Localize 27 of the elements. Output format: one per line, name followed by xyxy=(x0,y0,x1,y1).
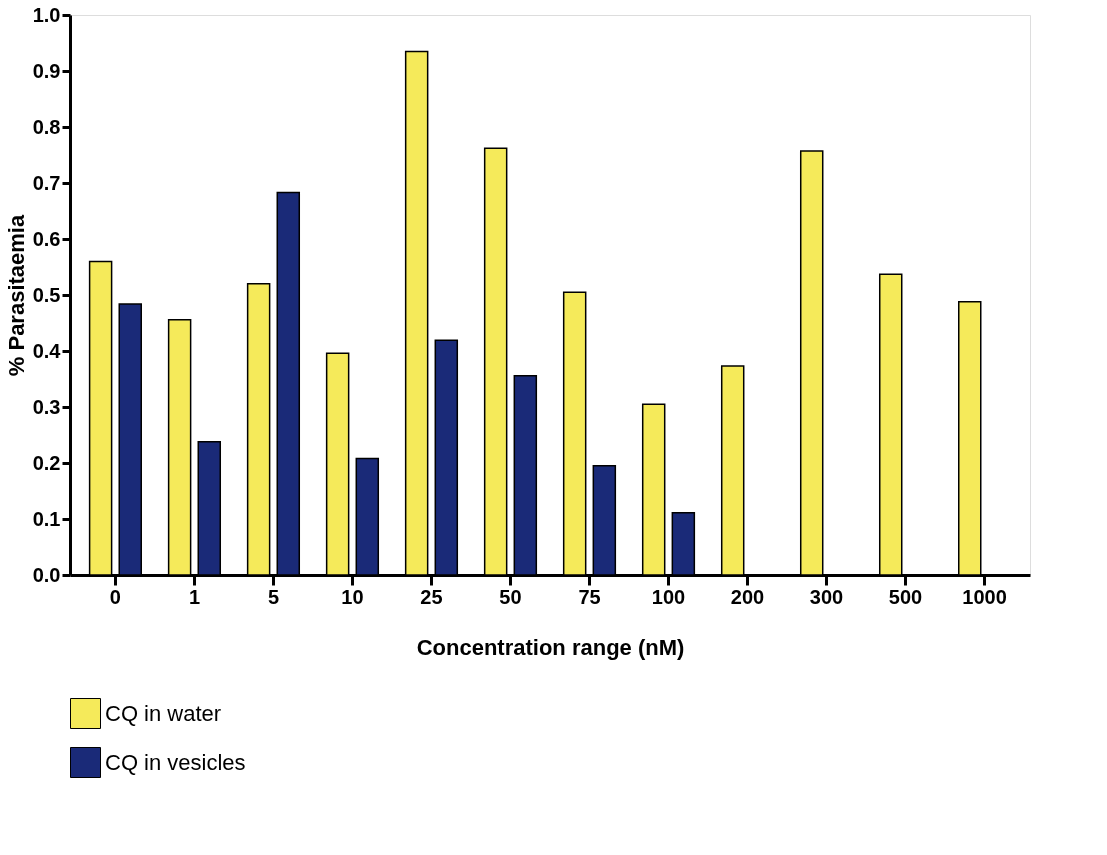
x-tick-label: 25 xyxy=(420,585,443,608)
x-tick-label: 300 xyxy=(809,585,844,608)
x-tick-label: 10 xyxy=(341,585,364,608)
y-tick-label: 0.2 xyxy=(32,451,61,474)
y-tick-label: 0.1 xyxy=(32,507,61,530)
x-tick-label: 50 xyxy=(499,585,522,608)
x-tick-label: 1 xyxy=(188,585,201,608)
x-tick-label: 500 xyxy=(888,585,923,608)
x-axis-title: Concentration range (nM) xyxy=(416,634,685,660)
x-tick-label: 75 xyxy=(578,585,601,608)
y-tick-label: 1.0 xyxy=(32,3,61,26)
y-tick-label: 0.3 xyxy=(32,395,61,418)
x-tick-label: 200 xyxy=(730,585,765,608)
x-tick-label: 100 xyxy=(651,585,686,608)
y-tick-label: 0.6 xyxy=(32,227,61,250)
legend-label: CQ in water xyxy=(105,700,222,726)
y-tick-label: 0.0 xyxy=(32,563,61,586)
y-axis-title: % Parasitaemia xyxy=(3,214,29,377)
y-tick-label: 0.5 xyxy=(32,283,61,306)
y-tick-label: 0.8 xyxy=(32,115,61,138)
x-tick-label: 0 xyxy=(109,585,121,608)
y-tick-label: 0.7 xyxy=(32,171,61,194)
x-tick-label: 5 xyxy=(267,585,280,608)
y-tick-label: 0.9 xyxy=(32,59,61,82)
legend-label: CQ in vesicles xyxy=(105,749,246,775)
x-tick-label: 1000 xyxy=(962,585,1007,608)
y-tick-label: 0.4 xyxy=(32,339,62,362)
